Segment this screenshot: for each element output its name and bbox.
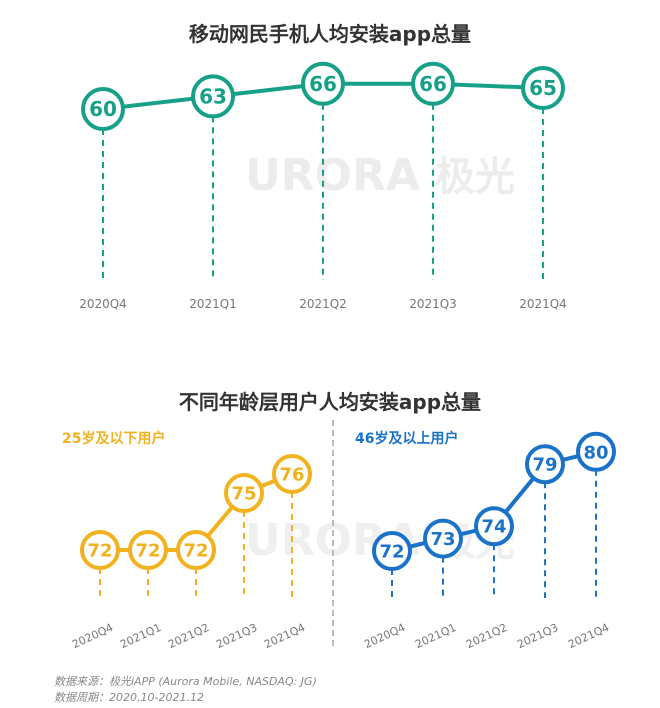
watermark-cn-top: 极光 — [435, 154, 515, 200]
data-label: 63 — [199, 85, 227, 109]
category-label: 2020Q4 — [79, 297, 127, 311]
category-label: 2021Q2 — [464, 621, 509, 651]
data-point — [525, 444, 565, 485]
category-label: 2021Q1 — [118, 621, 163, 651]
panel-label-old: 46岁及以上用户 — [355, 431, 459, 447]
data-point — [224, 473, 264, 513]
source-line: 数据来源：极光iAPP (Aurora Mobile, NASDAQ: JG) — [54, 675, 317, 688]
category-label: 2021Q4 — [519, 297, 567, 311]
data-point — [176, 530, 216, 570]
category-label: 2021Q2 — [299, 297, 347, 311]
chart-old: 72 2020Q4 73 2021Q1 74 2021Q2 79 2021Q3 80 2021Q4 — [362, 431, 616, 651]
data-point — [301, 61, 345, 106]
chart-top: 60 2020Q4 63 2021Q1 66 2021Q2 66 2021Q3 65 2021Q4 — [79, 61, 567, 311]
category-label: 2021Q2 — [166, 621, 211, 651]
category-label: 2020Q4 — [70, 621, 115, 651]
data-label: 74 — [481, 517, 506, 538]
data-point — [272, 454, 312, 494]
data-label: 72 — [135, 540, 160, 561]
data-label: 72 — [379, 541, 404, 562]
data-point — [411, 61, 455, 106]
category-label: 2021Q4 — [566, 621, 611, 651]
data-label: 76 — [279, 464, 304, 485]
data-point — [191, 74, 235, 119]
data-point — [81, 87, 125, 131]
data-point — [128, 530, 168, 570]
category-label: 2021Q1 — [189, 297, 237, 311]
panel-label-young: 25岁及以下用户 — [62, 431, 166, 447]
data-label: 79 — [532, 455, 557, 476]
data-label: 80 — [583, 442, 608, 463]
data-point — [423, 518, 463, 559]
data-label: 65 — [529, 76, 557, 100]
category-label: 2020Q4 — [362, 621, 407, 651]
category-label: 2021Q3 — [515, 621, 560, 651]
data-label: 73 — [430, 529, 455, 550]
data-label: 60 — [89, 97, 117, 121]
data-point — [474, 506, 514, 547]
category-label: 2021Q1 — [413, 621, 458, 651]
data-label: 66 — [309, 72, 337, 96]
data-point — [576, 431, 616, 472]
chart-title-bottom: 不同年龄层用户人均安装app总量 — [178, 390, 482, 414]
watermark-group: URORA 极光 URORA 极光 — [245, 150, 515, 566]
data-point — [521, 66, 565, 110]
data-point — [80, 530, 120, 570]
category-label: 2021Q3 — [409, 297, 457, 311]
period-line: 数据周期：2020.10-2021.12 — [54, 691, 204, 704]
data-label: 75 — [231, 483, 256, 504]
watermark-text-top: URORA — [245, 150, 420, 201]
data-point — [372, 531, 412, 571]
chart-title-top: 移动网民手机人均安装app总量 — [188, 22, 472, 46]
data-label: 66 — [419, 72, 447, 96]
category-label: 2021Q3 — [214, 621, 259, 651]
category-label: 2021Q4 — [262, 621, 307, 651]
data-label: 72 — [183, 540, 208, 561]
data-label: 72 — [87, 540, 112, 561]
